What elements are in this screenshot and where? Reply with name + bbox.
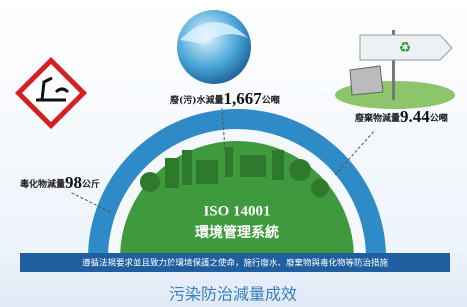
recycle-symbol: ♻ <box>399 40 412 56</box>
banner-text: 遵循法規要求並且致力於環境保護之使命，施行廢水、廢棄物與毒化物等防治措施 <box>82 258 389 269</box>
item-unit: 公斤 <box>82 178 100 190</box>
item-value: 9.44 <box>400 107 430 126</box>
infographic: ISO 14001 環境管理系統 ♻ 毒化物減量98公斤 廢(污)水減量1,66… <box>0 0 467 307</box>
item-label: 廢(污)水減量 <box>170 94 224 106</box>
center-title: ISO 14001 <box>203 203 270 219</box>
item-unit: 公噸 <box>262 94 280 106</box>
item-label: 毒化物減量 <box>20 178 65 190</box>
item-value: 98 <box>65 173 82 192</box>
water-globe-icon <box>177 10 251 84</box>
item-unit: 公噸 <box>430 112 448 124</box>
caption: 污染防治減量成效 <box>169 285 297 304</box>
item-label: 廢棄物減量 <box>355 112 400 124</box>
item-value: 1,667 <box>224 89 263 108</box>
center-subtitle: 環境管理系統 <box>195 224 279 241</box>
